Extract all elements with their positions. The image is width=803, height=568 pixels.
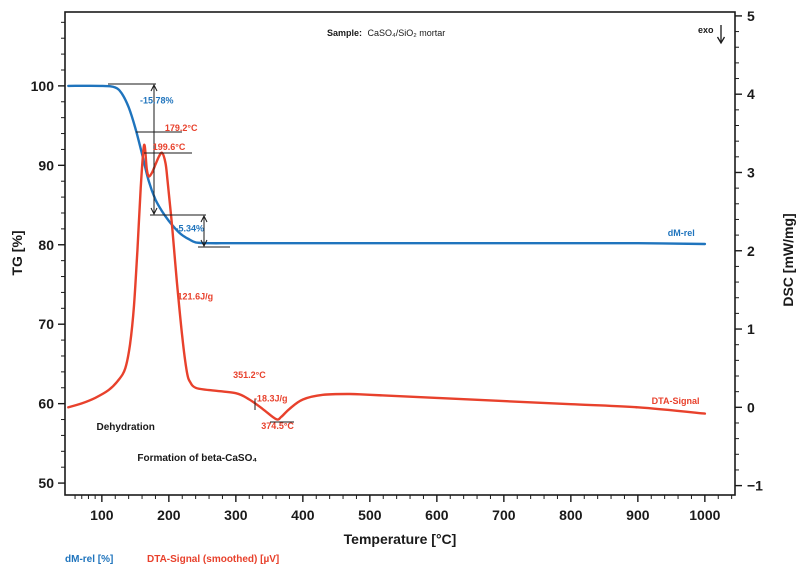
x-tick-label: 1000	[689, 507, 720, 523]
data-annotation: -15.78%	[140, 95, 174, 105]
y-right-axis-title: DSC [mW/mg]	[780, 213, 796, 306]
legend-item-dta-signal: DTA-Signal (smoothed) [µV]	[147, 554, 279, 565]
exo-indicator: exo	[698, 25, 725, 43]
y-right-tick-label: 4	[747, 86, 755, 102]
y-left-tick-label: 70	[38, 316, 54, 332]
series-label-dta-signal: DTA-Signal	[652, 396, 700, 406]
data-annotation: 121.6J/g	[178, 292, 214, 302]
y-right-tick-label: 1	[747, 321, 755, 337]
y-left-axis-ticks: 50 60 70 80 90 100	[31, 22, 65, 491]
data-annotation: 351.2°C	[233, 370, 266, 380]
y-right-tick-label: 3	[747, 164, 755, 180]
data-annotation: 179.2°C	[165, 123, 198, 133]
x-tick-label: 900	[626, 507, 650, 523]
data-annotation: 374.5°C	[261, 421, 294, 431]
data-annotation: -5.34%	[176, 223, 205, 233]
x-tick-label: 500	[358, 507, 382, 523]
series-layer	[68, 86, 705, 420]
y-left-tick-label: 80	[38, 237, 54, 253]
x-tick-label: 100	[90, 507, 114, 523]
x-axis-ticks: 100 200 300 400 500 600 700 800 900 1000	[75, 495, 732, 523]
x-tick-label: 300	[224, 507, 248, 523]
series-line-dta-signal	[68, 145, 705, 420]
sample-value: CaSO₄/SiO₂ mortar	[368, 28, 446, 38]
sample-title: Sample: CaSO₄/SiO₂ mortar	[327, 28, 445, 38]
y-left-tick-label: 50	[38, 475, 54, 491]
plot-frame	[65, 12, 735, 495]
annotation-layer: dM-rel DTA-Signal -15.78% -5.34% 179.2°C 199.…	[96, 95, 699, 463]
y-right-tick-label: 0	[747, 399, 755, 415]
y-right-tick-label: −1	[747, 478, 763, 494]
legend-item-dm-rel: dM-rel [%]	[65, 554, 113, 565]
y-left-tick-label: 60	[38, 396, 54, 412]
legend: dM-rel [%] DTA-Signal (smoothed) [µV]	[65, 554, 279, 565]
x-axis-title: Temperature [°C]	[344, 531, 457, 547]
x-tick-label: 400	[291, 507, 315, 523]
y-right-tick-label: 2	[747, 243, 755, 259]
x-tick-label: 800	[559, 507, 583, 523]
x-tick-label: 600	[425, 507, 449, 523]
chart-note: Formation of beta-CaSO₄	[137, 453, 257, 464]
y-right-axis-ticks: −1 0 1 2 3 4 5	[735, 8, 763, 494]
y-right-tick-label: 5	[747, 8, 755, 24]
y-left-tick-label: 90	[38, 157, 54, 173]
chart-note: Dehydration	[96, 422, 154, 433]
x-tick-label: 200	[157, 507, 181, 523]
y-left-axis-title: TG [%]	[9, 230, 25, 275]
data-annotation: -18.3J/g	[254, 393, 288, 403]
y-left-tick-label: 100	[31, 78, 55, 94]
series-line-dm-rel	[68, 86, 705, 244]
x-tick-label: 700	[492, 507, 516, 523]
data-annotation: 199.6°C	[153, 142, 186, 152]
exo-label: exo	[698, 25, 714, 35]
series-label-dm-rel: dM-rel	[668, 228, 695, 238]
sample-label: Sample:	[327, 28, 362, 38]
step-markers	[108, 84, 294, 422]
